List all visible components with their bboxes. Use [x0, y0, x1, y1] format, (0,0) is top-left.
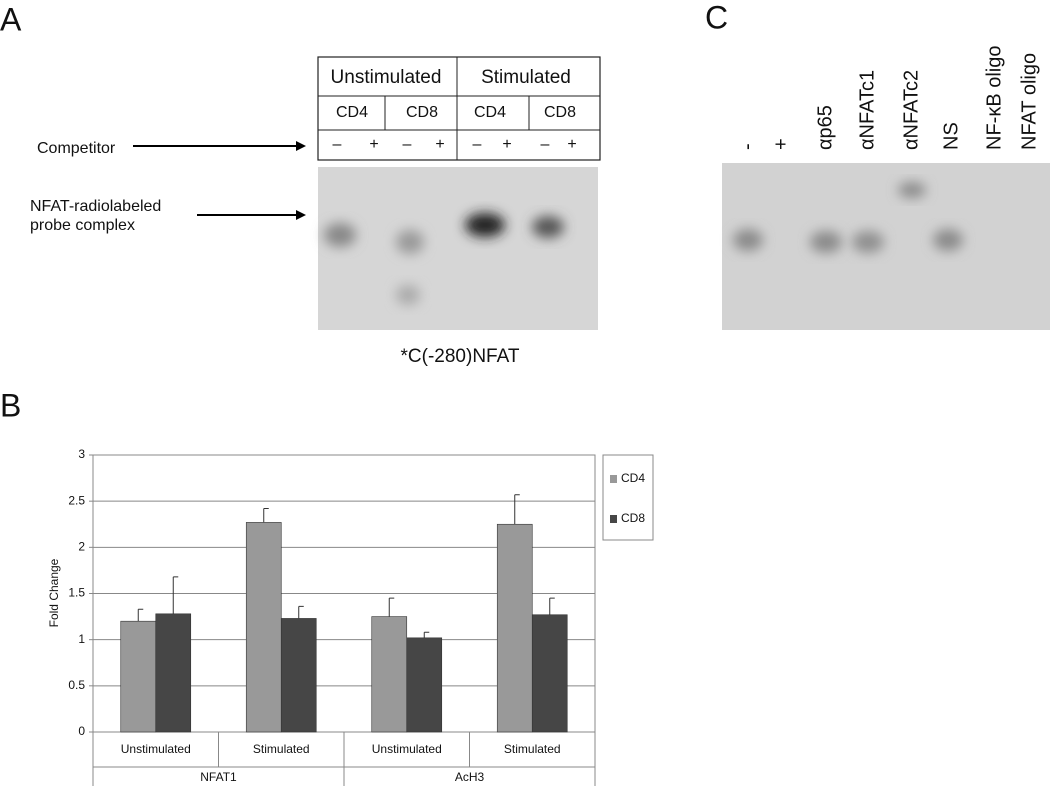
lane-label: αNFATc2 — [900, 70, 922, 150]
y-tick-label: 0.5 — [68, 678, 85, 692]
y-tick-label: 1 — [78, 632, 85, 646]
panel-letter: C — [705, 0, 728, 35]
cell-label: CD4 — [336, 104, 368, 121]
complex-label: NFAT-radiolabeled — [30, 198, 161, 215]
arrow-head — [296, 141, 306, 151]
bar — [120, 620, 157, 733]
error-bar — [137, 608, 144, 622]
lane-label: NS — [940, 122, 962, 150]
y-tick-label: 0 — [78, 724, 85, 738]
gel-c — [722, 163, 1050, 330]
error-bar — [298, 605, 304, 619]
sign: + — [567, 136, 576, 153]
legend-label: CD8 — [621, 511, 645, 525]
gel-a — [318, 167, 598, 330]
error-bar — [514, 494, 520, 525]
cell-label: CD8 — [406, 104, 438, 121]
cell-label: CD8 — [544, 104, 576, 121]
y-tick-label: 2 — [78, 540, 85, 554]
lane-label: NFAT oligo — [1018, 53, 1040, 150]
panel-letter: B — [0, 387, 21, 423]
y-tick-label: 1.5 — [68, 586, 85, 600]
condition-label: Stimulated — [481, 67, 571, 88]
panel-letter: A — [0, 1, 22, 37]
sign: – — [541, 136, 550, 153]
error-bar — [172, 576, 179, 614]
x-tick-label: Stimulated — [504, 742, 561, 756]
lane-label: NF-κB oligo — [983, 46, 1005, 150]
lane-label: αNFATc1 — [856, 70, 878, 150]
bar — [406, 637, 443, 733]
error-bar — [388, 597, 395, 617]
sign: + — [502, 136, 511, 153]
x-tick-label: Unstimulated — [372, 742, 442, 756]
bar — [245, 522, 282, 733]
bar — [371, 616, 408, 733]
x-tick-label: Unstimulated — [121, 742, 191, 756]
arrow-head — [296, 210, 306, 220]
y-tick-label: 3 — [78, 447, 85, 461]
bar — [531, 614, 568, 733]
sign: – — [403, 136, 412, 153]
sign: – — [473, 136, 482, 153]
complex-label: probe complex — [30, 217, 135, 234]
legend-frame — [602, 454, 654, 541]
sign: + — [435, 136, 444, 153]
bar — [280, 618, 317, 733]
legend-swatch — [610, 515, 617, 523]
table-frame — [317, 56, 601, 161]
group-label: AcH3 — [455, 770, 485, 784]
condition-label: Unstimulated — [331, 67, 442, 88]
error-bar — [263, 508, 269, 523]
bar — [496, 523, 533, 733]
group-label: NFAT1 — [200, 770, 237, 784]
lane-label: - — [736, 143, 758, 150]
cell-label: CD4 — [474, 104, 506, 121]
probe-label: *C(-280)NFAT — [401, 346, 520, 367]
lane-label: αp65 — [814, 105, 836, 150]
lane-table — [317, 56, 601, 161]
legend-label: CD4 — [621, 471, 645, 485]
sign: – — [333, 136, 342, 153]
competitor-label: Competitor — [37, 140, 116, 157]
bar — [155, 613, 192, 733]
error-bar — [549, 597, 555, 615]
legend-swatch — [610, 475, 617, 483]
y-tick-label: 2.5 — [68, 493, 85, 507]
x-tick-label: Stimulated — [253, 742, 310, 756]
error-bar — [423, 631, 430, 638]
lane-label: + — [770, 138, 792, 150]
sign: + — [369, 136, 378, 153]
y-axis-label: Fold Change — [47, 558, 61, 627]
